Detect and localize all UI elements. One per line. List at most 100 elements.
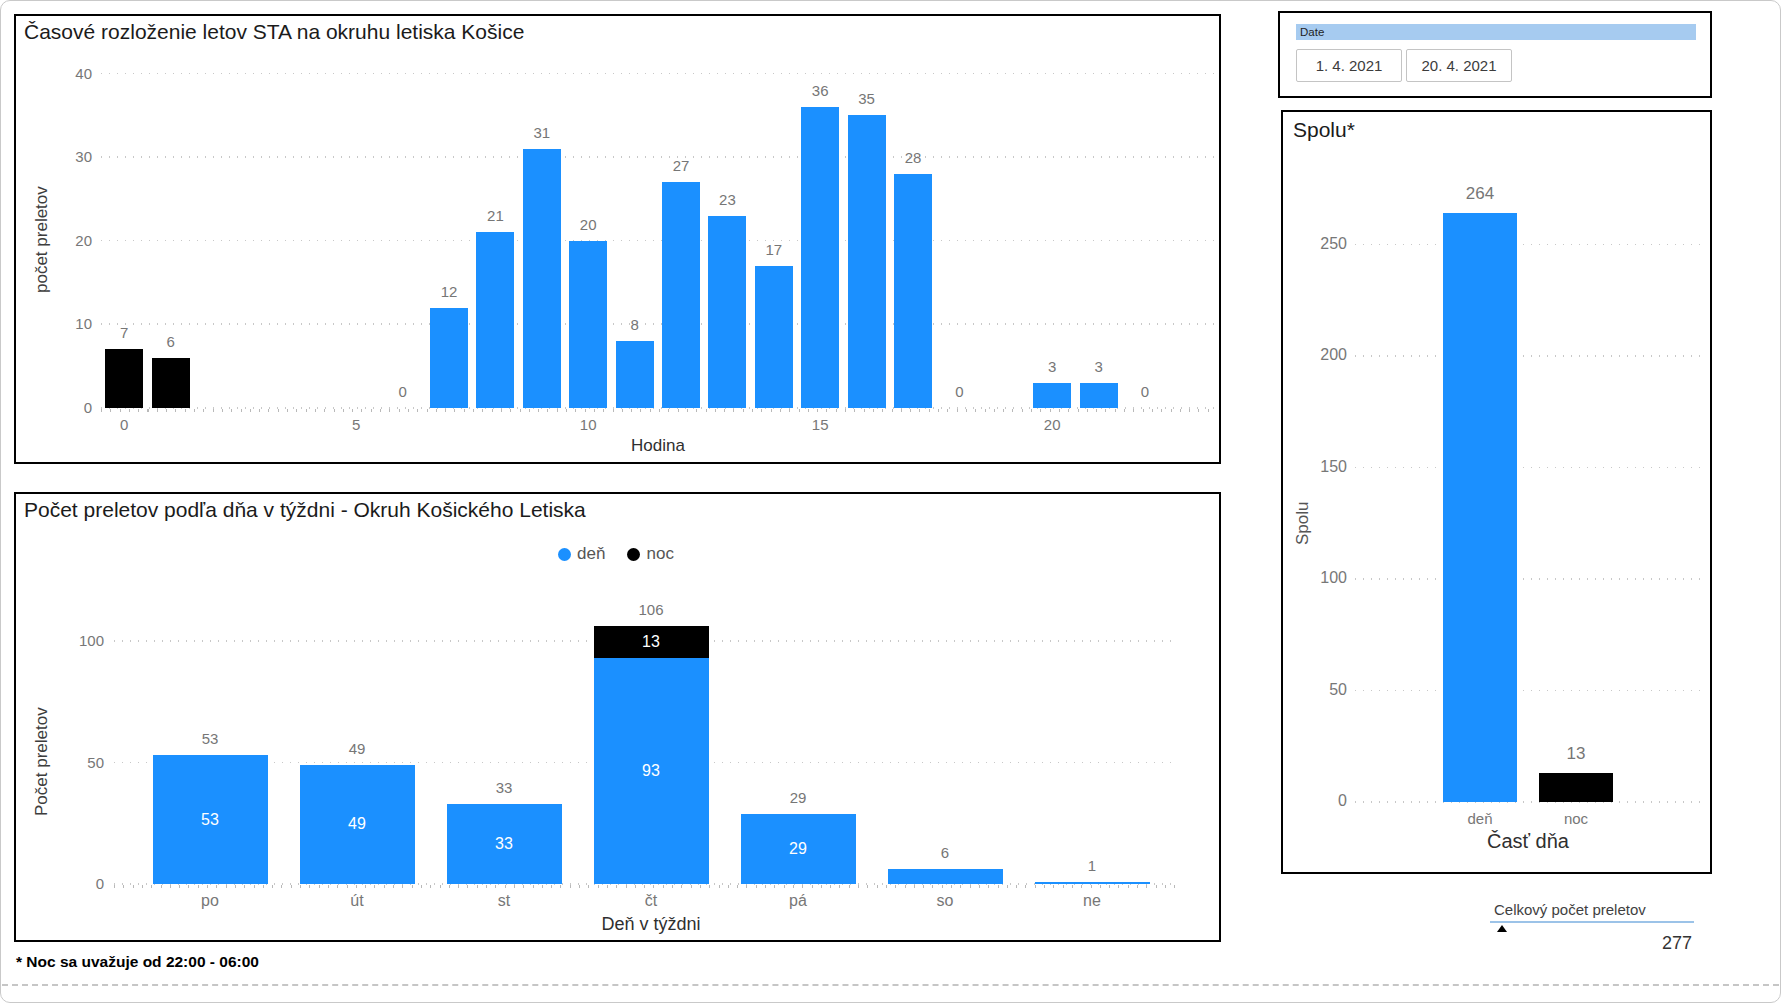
hourly-bar-hour-10[interactable] bbox=[569, 241, 607, 408]
hourly-bar-hour-0[interactable] bbox=[105, 349, 143, 408]
hourly-bar-hour-9[interactable] bbox=[523, 149, 561, 408]
legend-dot-den-icon bbox=[558, 548, 571, 561]
weekday-category-so: so bbox=[905, 892, 985, 910]
weekday-total-label-út: 49 bbox=[317, 740, 397, 758]
hourly-bar-hour-8[interactable] bbox=[476, 232, 514, 408]
hourly-bar-hour-15[interactable] bbox=[801, 107, 839, 408]
weekday-inner-label-noc-čt: 13 bbox=[611, 631, 691, 653]
weekday-total-label-pá: 29 bbox=[758, 789, 838, 807]
hourly-bar-hour-11[interactable] bbox=[616, 341, 654, 408]
hourly-chart-title: Časové rozloženie letov STA na okruhu le… bbox=[24, 20, 524, 44]
hourly-bar-hour-13[interactable] bbox=[708, 216, 746, 408]
hourly-bar-hour-1[interactable] bbox=[152, 358, 190, 408]
hourly-xtick-5: 5 bbox=[336, 416, 376, 434]
hourly-ytick-40: 40 bbox=[54, 65, 92, 82]
legend-item-den[interactable]: deň bbox=[558, 544, 605, 564]
spolu-gridline-100 bbox=[1355, 578, 1701, 580]
spolu-ytick-200: 200 bbox=[1305, 346, 1347, 364]
hourly-bar-label-hour-18: 0 bbox=[939, 383, 979, 401]
hourly-bar-label-hour-17: 28 bbox=[893, 149, 933, 167]
weekday-legend: deň noc bbox=[436, 544, 796, 564]
total-card-value: 277 bbox=[1540, 933, 1692, 954]
hourly-ytick-10: 10 bbox=[54, 315, 92, 332]
spolu-gridline-250 bbox=[1355, 244, 1701, 246]
weekday-category-pá: pá bbox=[758, 892, 838, 910]
hourly-bar-label-hour-12: 27 bbox=[661, 157, 701, 175]
hourly-x-axis-title: Hodina bbox=[558, 436, 758, 456]
total-card-title: Celkový počet preletov bbox=[1494, 901, 1646, 918]
spolu-ytick-250: 250 bbox=[1305, 235, 1347, 253]
hourly-bar-hour-21[interactable] bbox=[1080, 383, 1118, 408]
hourly-ytick-0: 0 bbox=[54, 399, 92, 416]
weekday-chart-title: Počet preletov podľa dňa v týždni - Okru… bbox=[24, 498, 586, 522]
hourly-bar-label-hour-10: 20 bbox=[568, 216, 608, 234]
spolu-bar-label-noc: 13 bbox=[1536, 745, 1616, 763]
weekday-y-axis-title: Počet preletov bbox=[32, 632, 52, 892]
spolu-x-axis-title: Časť dňa bbox=[1428, 830, 1628, 853]
weekday-inner-label-den-čt: 93 bbox=[611, 760, 691, 782]
hourly-xtick-20: 20 bbox=[1032, 416, 1072, 434]
page-bottom-divider bbox=[2, 984, 1779, 986]
hourly-bar-hour-14[interactable] bbox=[755, 266, 793, 408]
legend-item-noc[interactable]: noc bbox=[627, 544, 673, 564]
hourly-bar-label-hour-1: 6 bbox=[151, 333, 191, 351]
legend-label-den: deň bbox=[577, 544, 605, 564]
weekday-total-label-ne: 1 bbox=[1052, 857, 1132, 875]
legend-label-noc: noc bbox=[646, 544, 673, 564]
weekday-total-label-čt: 106 bbox=[611, 601, 691, 619]
hourly-bar-label-hour-15: 36 bbox=[800, 82, 840, 100]
sort-ascending-icon[interactable] bbox=[1497, 925, 1507, 932]
weekday-bar-den-so[interactable] bbox=[888, 869, 1003, 884]
night-definition-footnote: * Noc sa uvažuje od 22:00 - 06:00 bbox=[16, 953, 259, 971]
spolu-ytick-100: 100 bbox=[1305, 569, 1347, 587]
hourly-axis-ticks bbox=[101, 409, 1215, 412]
hourly-bar-label-hour-7: 12 bbox=[429, 283, 469, 301]
hourly-bar-hour-20[interactable] bbox=[1033, 383, 1071, 408]
spolu-bar-noc[interactable] bbox=[1539, 773, 1613, 802]
weekday-ytick-100: 100 bbox=[64, 632, 104, 649]
hourly-bar-hour-17[interactable] bbox=[894, 174, 932, 408]
spolu-y-axis-title: Spolu bbox=[1293, 463, 1313, 583]
spolu-gridline-0 bbox=[1355, 801, 1701, 803]
weekday-bar-den-ne[interactable] bbox=[1035, 882, 1150, 884]
hourly-bar-label-hour-14: 17 bbox=[754, 241, 794, 259]
weekday-ytick-50: 50 bbox=[64, 754, 104, 771]
weekday-inner-label-den-pá: 29 bbox=[758, 838, 838, 860]
date-slicer-header: Date bbox=[1296, 24, 1696, 40]
spolu-bar-label-deň: 264 bbox=[1440, 185, 1520, 203]
weekday-chart-panel: Počet preletov podľa dňa v týždni - Okru… bbox=[14, 492, 1221, 942]
hourly-bar-label-hour-9: 31 bbox=[522, 124, 562, 142]
total-card-underline bbox=[1490, 921, 1694, 923]
hourly-xtick-0: 0 bbox=[104, 416, 144, 434]
hourly-bar-label-hour-22: 0 bbox=[1125, 383, 1165, 401]
date-start-input[interactable]: 1. 4. 2021 bbox=[1296, 49, 1402, 82]
weekday-inner-label-den-po: 53 bbox=[170, 809, 250, 831]
weekday-inner-label-den-út: 49 bbox=[317, 813, 397, 835]
hourly-bar-label-hour-20: 3 bbox=[1032, 358, 1072, 376]
spolu-ytick-150: 150 bbox=[1305, 458, 1347, 476]
hourly-gridline-20 bbox=[101, 240, 1215, 242]
hourly-bar-hour-7[interactable] bbox=[430, 308, 468, 408]
hourly-bar-label-hour-11: 8 bbox=[615, 316, 655, 334]
weekday-total-label-po: 53 bbox=[170, 730, 250, 748]
hourly-gridline-40 bbox=[101, 73, 1215, 75]
hourly-bar-hour-16[interactable] bbox=[848, 115, 886, 408]
weekday-category-čt: čt bbox=[611, 892, 691, 910]
weekday-ytick-0: 0 bbox=[64, 875, 104, 892]
spolu-chart-panel: Spolu* Spolu Časť dňa 050100150200250264… bbox=[1281, 110, 1712, 874]
spolu-gridline-150 bbox=[1355, 467, 1701, 469]
spolu-ytick-0: 0 bbox=[1305, 792, 1347, 810]
hourly-xtick-15: 15 bbox=[800, 416, 840, 434]
hourly-gridline-10 bbox=[101, 323, 1215, 325]
date-slicer-panel: Date 1. 4. 2021 20. 4. 2021 bbox=[1278, 11, 1712, 98]
spolu-gridline-200 bbox=[1355, 355, 1701, 357]
hourly-ytick-20: 20 bbox=[54, 232, 92, 249]
hourly-bar-label-hour-16: 35 bbox=[847, 90, 887, 108]
spolu-category-deň: deň bbox=[1440, 810, 1520, 827]
weekday-total-label-so: 6 bbox=[905, 844, 985, 862]
date-end-input[interactable]: 20. 4. 2021 bbox=[1406, 49, 1512, 82]
spolu-gridline-50 bbox=[1355, 690, 1701, 692]
weekday-axis-ticks bbox=[114, 885, 1176, 888]
hourly-bar-hour-12[interactable] bbox=[662, 182, 700, 408]
spolu-bar-deň[interactable] bbox=[1443, 213, 1517, 802]
